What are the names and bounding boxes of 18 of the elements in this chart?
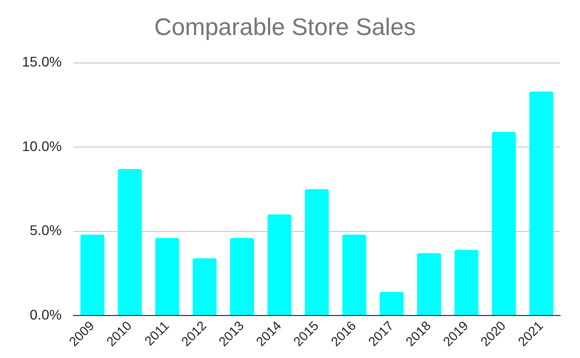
bar: [304, 189, 329, 316]
bar: [454, 250, 478, 316]
bar: [118, 168, 142, 316]
bar: [155, 238, 180, 316]
bar: [417, 253, 442, 316]
bar: [267, 214, 292, 316]
bar: [492, 132, 516, 316]
y-tick-label: 15.0%: [22, 54, 62, 70]
y-tick-label: 10.0%: [22, 138, 62, 154]
bar: [80, 234, 104, 316]
bar: [230, 238, 254, 316]
y-tick-label: 5.0%: [30, 222, 62, 238]
bar: [529, 91, 554, 316]
chart-title: Comparable Store Sales: [154, 14, 416, 42]
bar: [342, 234, 366, 316]
y-tick-label: 0.0%: [30, 306, 62, 322]
bar: [192, 258, 217, 316]
bar: [380, 292, 404, 316]
